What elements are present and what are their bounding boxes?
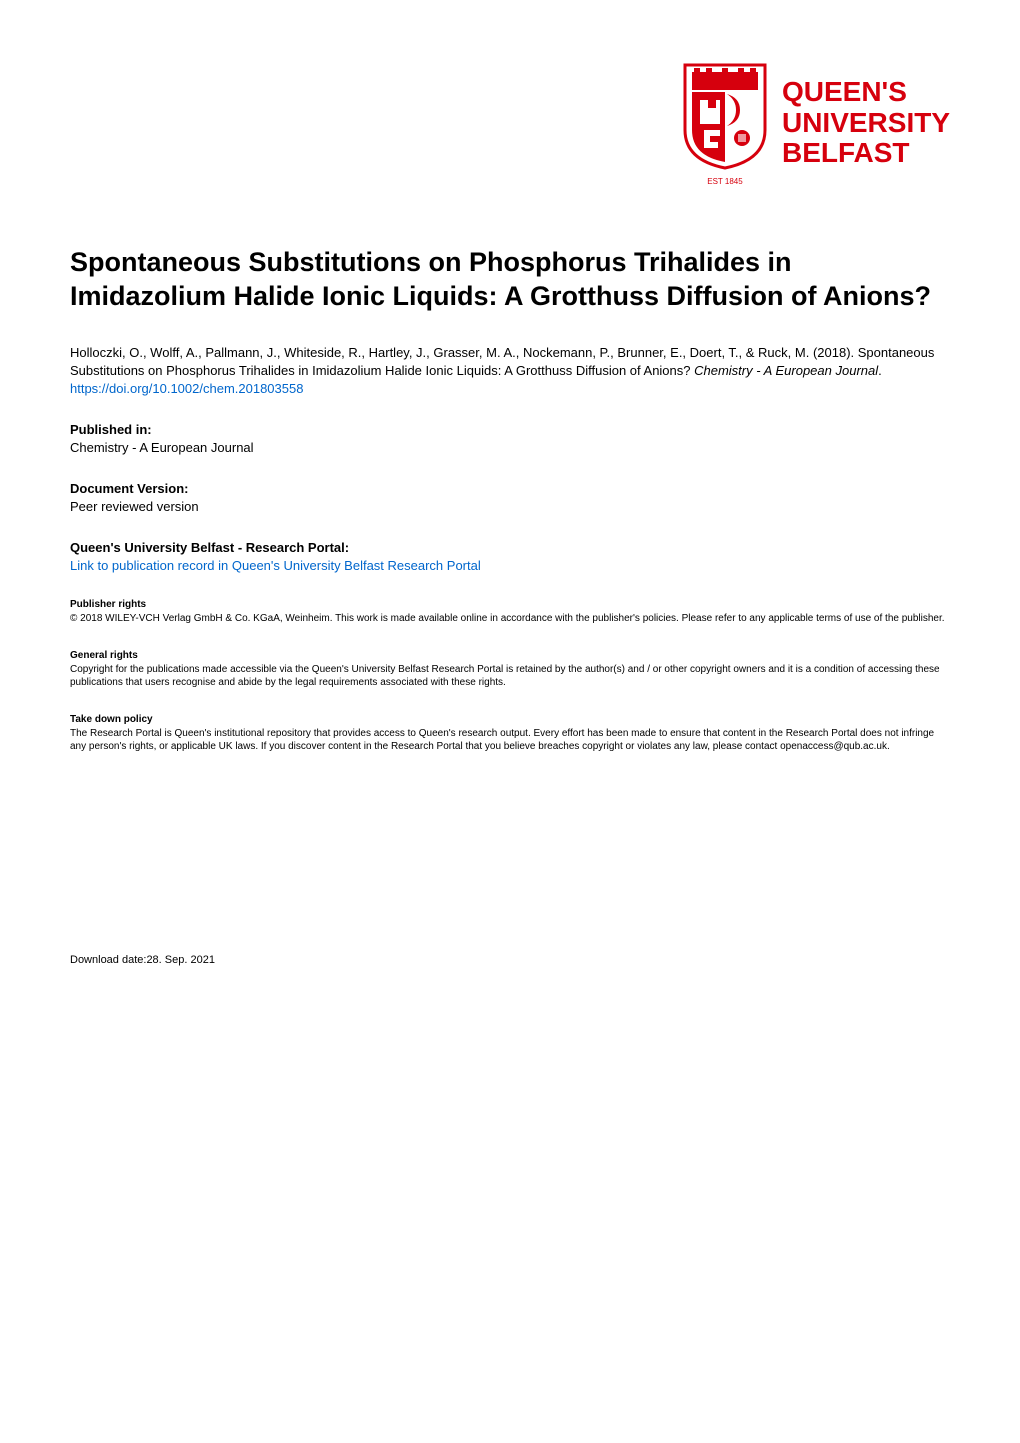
document-version-heading: Document Version: [70, 481, 950, 496]
portal-link[interactable]: Link to publication record in Queen's Un… [70, 558, 481, 573]
est-year: EST 1845 [680, 177, 770, 186]
logo-line-1: QUEEN'S [782, 77, 950, 108]
shield-icon: EST 1845 [680, 60, 770, 186]
doi-link[interactable]: https://doi.org/10.1002/chem.201803558 [70, 381, 303, 396]
take-down-section: Take down policy The Research Portal is … [70, 714, 950, 754]
logo-line-2: UNIVERSITY [782, 108, 950, 139]
published-in-heading: Published in: [70, 422, 950, 437]
general-rights-body: Copyright for the publications made acce… [70, 663, 950, 690]
document-version-section: Document Version: Peer reviewed version [70, 481, 950, 516]
research-portal-section: Queen's University Belfast - Research Po… [70, 540, 950, 575]
take-down-heading: Take down policy [70, 714, 950, 725]
publisher-rights-body: © 2018 WILEY-VCH Verlag GmbH & Co. KGaA,… [70, 612, 950, 626]
research-portal-heading: Queen's University Belfast - Research Po… [70, 540, 950, 555]
logo-text: QUEEN'S UNIVERSITY BELFAST [782, 77, 950, 169]
university-logo: EST 1845 QUEEN'S UNIVERSITY BELFAST [680, 60, 950, 186]
logo-container: EST 1845 QUEEN'S UNIVERSITY BELFAST [70, 60, 950, 186]
document-version-body: Peer reviewed version [70, 498, 950, 516]
citation-suffix: . [878, 363, 882, 378]
published-in-section: Published in: Chemistry - A European Jou… [70, 422, 950, 457]
general-rights-heading: General rights [70, 650, 950, 661]
citation-block: Holloczki, O., Wolff, A., Pallmann, J., … [70, 344, 950, 398]
journal-name: Chemistry - A European Journal [694, 363, 878, 378]
take-down-body: The Research Portal is Queen's instituti… [70, 727, 950, 754]
publisher-rights-section: Publisher rights © 2018 WILEY-VCH Verlag… [70, 599, 950, 626]
general-rights-section: General rights Copyright for the publica… [70, 650, 950, 690]
logo-line-3: BELFAST [782, 138, 950, 169]
download-date: Download date:28. Sep. 2021 [70, 954, 950, 966]
published-in-body: Chemistry - A European Journal [70, 439, 950, 457]
publisher-rights-heading: Publisher rights [70, 599, 950, 610]
paper-title: Spontaneous Substitutions on Phosphorus … [70, 246, 950, 314]
